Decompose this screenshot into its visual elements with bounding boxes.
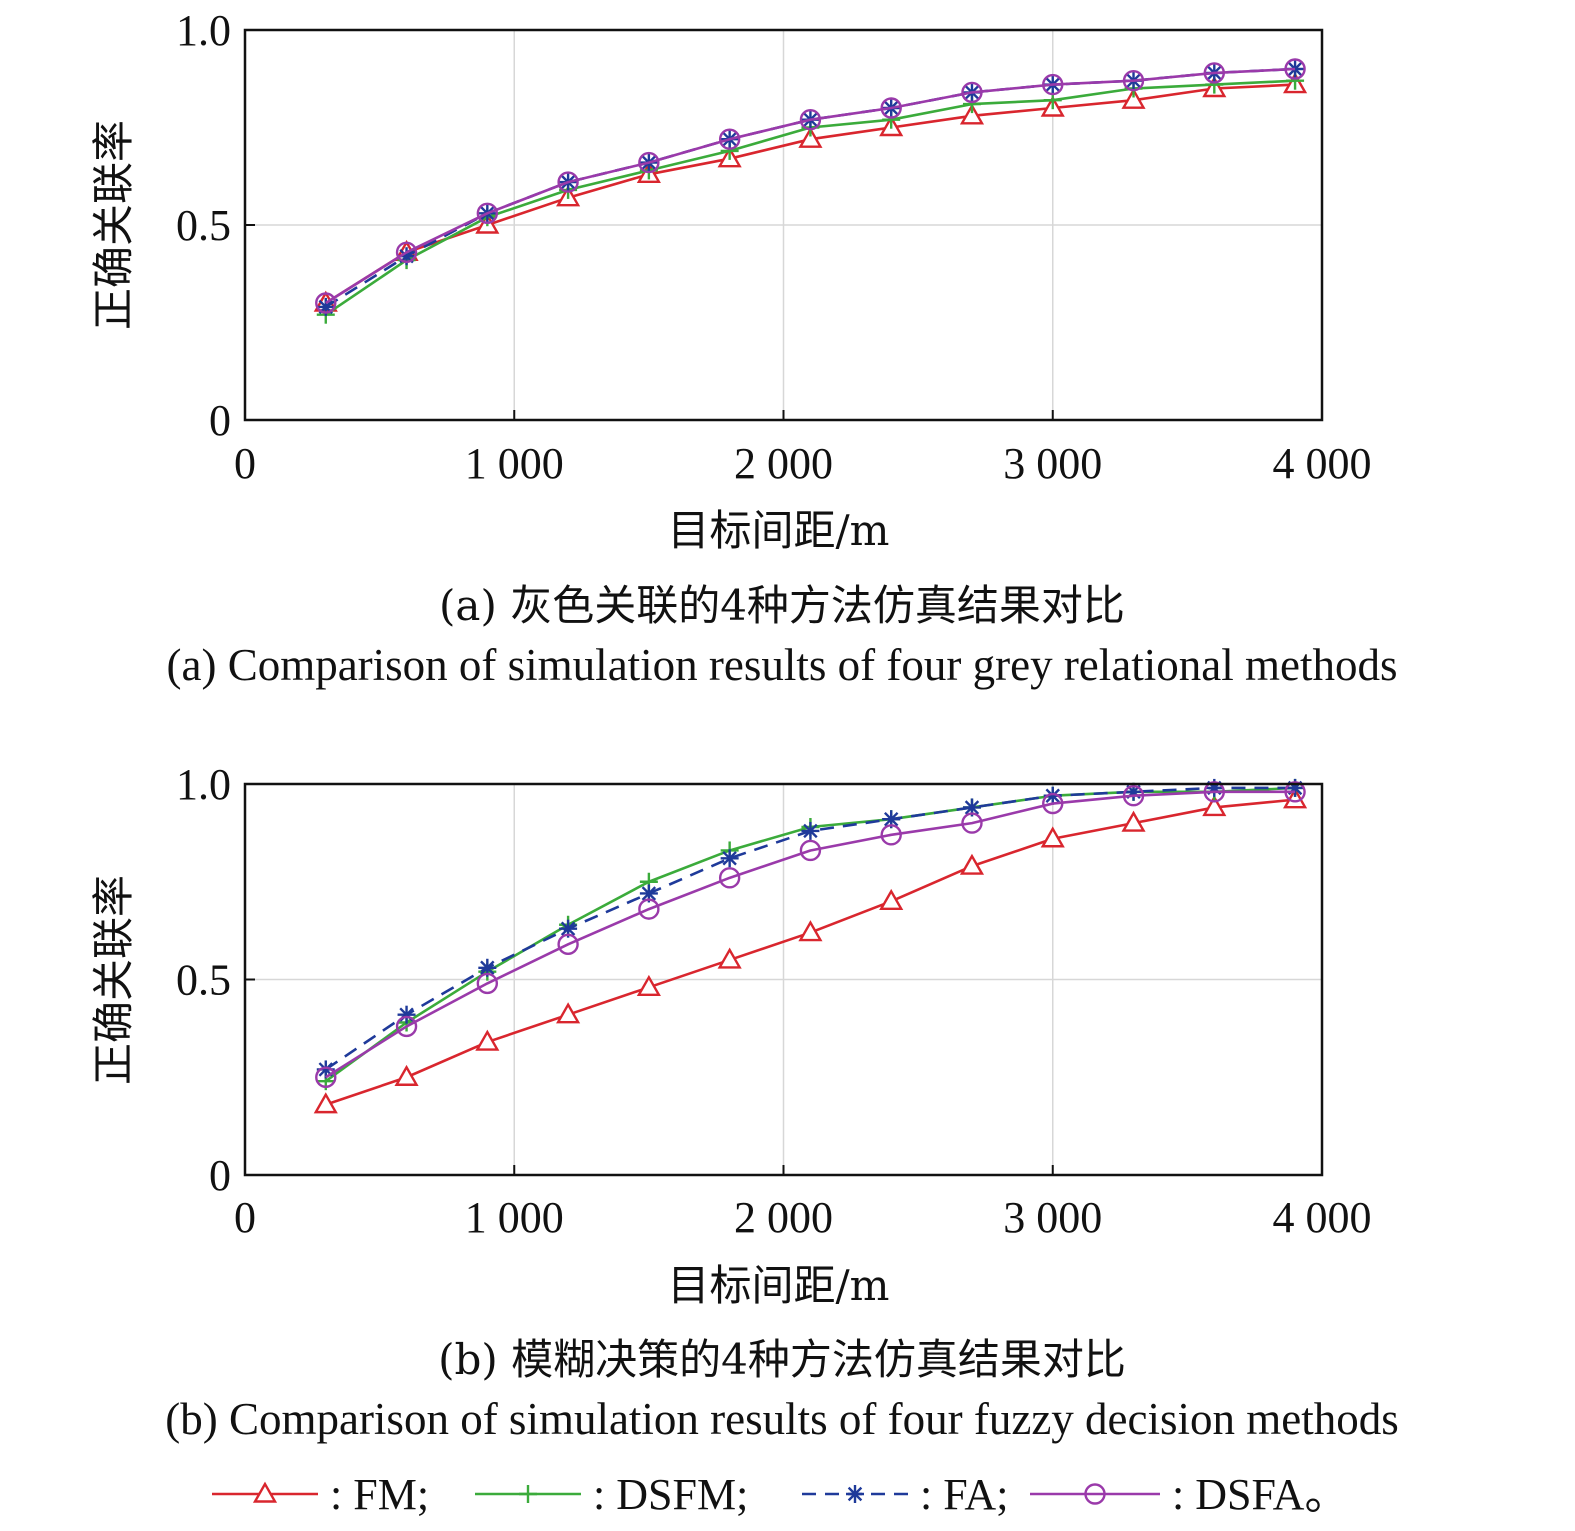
panel-b-point-DSFA-6: [799, 839, 822, 862]
legend: : FM; : DSFM; : FA; : DSFA。: [212, 1470, 1348, 1519]
panel-b-point-DSFA-9: [1042, 792, 1064, 815]
panel-a-point-DSFA-5: [718, 128, 741, 150]
panel-b-point-FM-9: [1040, 826, 1065, 848]
panel-a-point-DSFA-9: [1042, 73, 1064, 96]
panel-b-point-DSFA-7: [880, 824, 902, 846]
panel-a-series: [313, 58, 1308, 324]
legend-marker-DSFM: [519, 1485, 537, 1503]
legend-label-FM: : FM;: [330, 1470, 429, 1519]
panel-a-ticks: 0 1 000 2 000 3 000 4 000 0 0.5 1.0: [176, 6, 1372, 488]
legend-item-FM: : FM;: [212, 1470, 429, 1519]
panel-a-point-DSFA-3: [557, 171, 579, 193]
panel-b-point-FM-11: [1202, 795, 1227, 817]
panel-a-point-DSFA-2: [476, 202, 499, 225]
panel-b-point-DSFA-4: [638, 898, 660, 920]
panel-b-point-FM-8: [959, 853, 985, 875]
panel-b-ticks: 0 1 000 2 000 3 000 4 000 0 0.5 1.0: [176, 760, 1372, 1242]
legend-marker-DSFA: [1084, 1483, 1106, 1505]
panel-a-x-axis-label: 目标间距/m: [668, 506, 890, 555]
panel-a-point-FM-6: [798, 126, 823, 148]
panel-a-point-DSFA-6: [799, 108, 822, 131]
panel-b-point-FM-1: [394, 1064, 419, 1086]
panel-b-point-FM-10: [1121, 810, 1146, 832]
panel-a-point-DSFA-12: [1284, 58, 1306, 80]
panel-b-point-DSFA-11: [1203, 781, 1226, 803]
panel-a-point-FM-10: [1121, 87, 1146, 109]
panel-b-point-DSFA-8: [961, 812, 983, 834]
panel-b-point-FM-5: [717, 947, 742, 969]
panel-b-point-FM-4: [636, 974, 661, 997]
panel-b-point-FM-6: [798, 920, 823, 942]
panel-a: 0 1 000 2 000 3 000 4 000 0 0.5 1.0 正确关联率 目标间距/…: [89, 6, 1397, 690]
panel-a-point-FM-8: [959, 103, 985, 125]
panel-b-point-DSFA-12: [1284, 781, 1306, 803]
panel-a-series-line-DSFA: [325, 67, 1296, 305]
panel-b-y-tick-label-1: 0.5: [176, 956, 231, 1005]
panel-b-x-tick-label-0: 0: [234, 1193, 256, 1242]
legend-label-DSFA: : DSFA。: [1172, 1470, 1348, 1519]
panel-b-point-FA-4: [639, 884, 658, 903]
panel-b-series-line-FM: [325, 798, 1296, 1106]
panel-a-point-DSFA-10: [1122, 69, 1145, 92]
panel-b-y-tick-label-0: 0: [209, 1151, 231, 1200]
panel-a-caption-cn: (a) 灰色关联的4种方法仿真结果对比: [439, 581, 1125, 630]
panel-b-caption-en: (b) Comparison of simulation results of …: [165, 1394, 1399, 1444]
panel-b-point-FM-2: [475, 1029, 500, 1051]
panel-a-point-DSFA-4: [638, 151, 660, 174]
panel-b-point-DSFA-0: [315, 1066, 337, 1088]
legend-label-DSFM: : DSFM;: [593, 1470, 748, 1519]
panel-a-point-DSFA-11: [1203, 62, 1226, 84]
panel-a-x-tick-label-2: 2 000: [734, 439, 833, 488]
panel-a-y-axis-label: 正确关联率: [89, 120, 138, 330]
panel-b-point-DSFA-2: [476, 972, 499, 995]
legend-item-DSFA: : DSFA。: [1030, 1470, 1348, 1519]
panel-b-point-FM-12: [1283, 787, 1308, 809]
panel-b-x-tick-label-3: 3 000: [1003, 1193, 1102, 1242]
panel-b-point-FA-5: [720, 849, 739, 868]
panel-a-x-tick-label-4: 4 000: [1273, 439, 1372, 488]
panel-a-series-line-FA: [325, 67, 1296, 309]
panel-b-series: [313, 778, 1308, 1114]
panel-a-x-tick-label-3: 3 000: [1003, 439, 1102, 488]
legend-label-FA: : FA;: [920, 1470, 1008, 1519]
panel-b-y-axis-label: 正确关联率: [89, 875, 138, 1085]
legend-marker-FM: [252, 1481, 278, 1503]
panel-a-caption-en: (a) Comparison of simulation results of …: [167, 640, 1398, 690]
legend-item-DSFM: : DSFM;: [475, 1470, 748, 1519]
panel-b: 0 1 000 2 000 3 000 4 000 0 0.5 1.0 正确关联率 目标间距/…: [89, 760, 1399, 1444]
panel-b-x-tick-label-4: 4 000: [1273, 1193, 1372, 1242]
legend-marker-FA: [846, 1485, 864, 1503]
panel-b-x-tick-label-2: 2 000: [734, 1193, 833, 1242]
panel-a-point-DSFA-1: [395, 241, 418, 264]
panel-b-point-DSFA-1: [395, 1015, 418, 1038]
panel-b-series-line-DSFA: [325, 790, 1296, 1079]
panel-b-point-DSFA-10: [1122, 785, 1145, 807]
panel-a-point-DSFA-0: [315, 292, 337, 314]
panel-b-x-axis-label: 目标间距/m: [668, 1261, 890, 1310]
panel-a-point-DSFA-8: [961, 81, 983, 104]
panel-a-x-tick-label-1: 1 000: [465, 439, 564, 488]
panel-b-grid: [245, 784, 1322, 1175]
panel-b-point-FM-3: [556, 1002, 581, 1024]
panel-b-y-tick-label-2: 1.0: [176, 760, 231, 809]
panel-a-x-tick-label-0: 0: [234, 439, 256, 488]
panel-a-y-tick-label-0: 0: [209, 396, 231, 445]
panel-a-point-DSFA-7: [880, 97, 902, 119]
panel-b-point-FA-6: [801, 821, 820, 840]
panel-b-point-FM-0: [313, 1092, 338, 1114]
panel-b-caption-cn: (b) 模糊决策的4种方法仿真结果对比: [438, 1335, 1126, 1384]
panel-b-point-DSFA-3: [557, 933, 579, 956]
panel-b-point-DSFA-5: [718, 867, 741, 889]
panel-b-x-tick-label-1: 1 000: [465, 1193, 564, 1242]
panel-a-y-tick-label-1: 0.5: [176, 201, 231, 250]
legend-item-FA: : FA;: [802, 1470, 1008, 1519]
panel-a-y-tick-label-2: 1.0: [176, 6, 231, 55]
panel-b-point-FM-7: [879, 888, 904, 910]
